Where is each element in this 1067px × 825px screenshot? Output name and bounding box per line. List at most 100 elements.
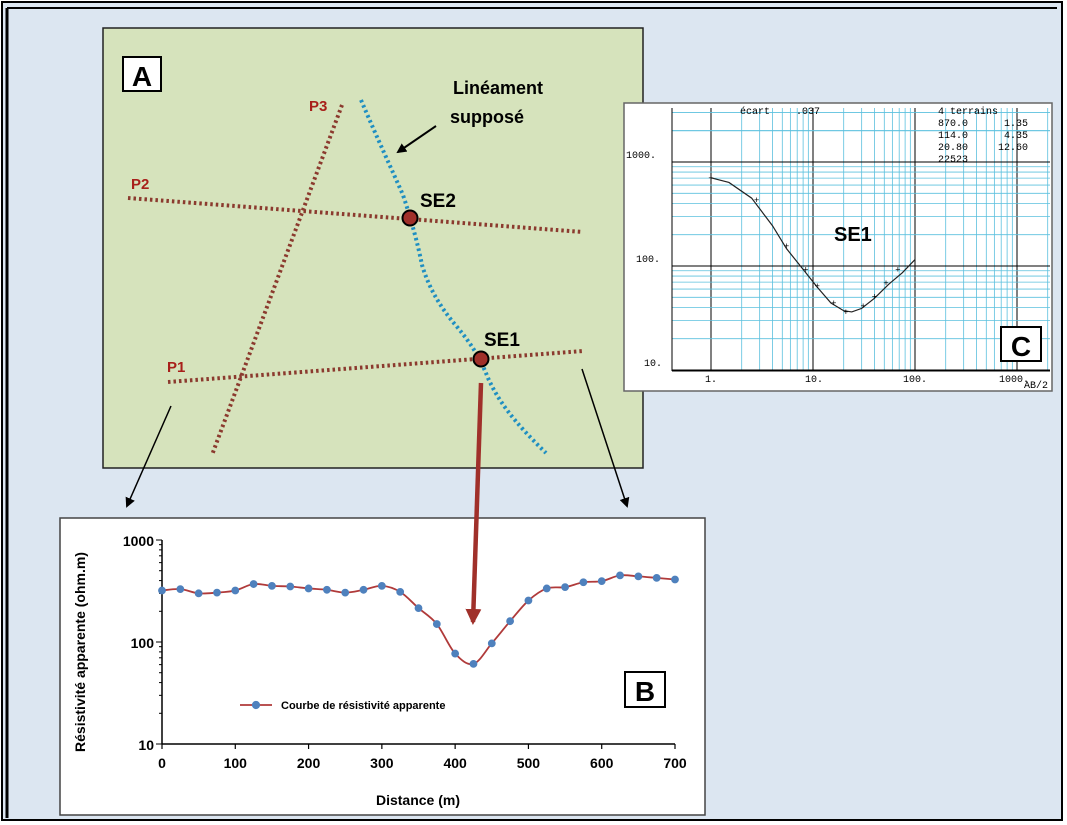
panel-b-y-tick-100: 100 [131,635,155,651]
panel-c-model-r1-thk: 1.35 [1004,119,1028,130]
panel-b-data-point [652,574,661,582]
panel-b-data-point [377,581,386,590]
panel-b-data-point [634,572,643,581]
station-se1-marker [472,350,490,368]
panel-c-measured-point: + [754,195,759,205]
panel-c-measured-point: + [883,278,888,288]
panel-b-data-point [231,586,240,595]
panel-b-ticks [156,539,676,749]
profile-label-p1: P1 [167,359,185,376]
panel-c-x-tick-100: 100. [903,375,927,386]
panel-b-data-point [451,649,460,658]
panel-a-label-box [122,56,162,92]
panel-b-x-tick-label: 200 [297,755,321,771]
panel-c-measured-point: + [872,292,877,302]
panel-b-data-point [359,585,368,594]
panel-b-legend-label: Courbe de résistivité apparente [281,700,445,712]
panel-b-x-tick-label: 0 [158,755,166,771]
arrow-p1-to-chart-right [581,368,630,508]
panel-b-x-tick-labels: 0 100 200 300 400 500 600 700 [158,755,687,771]
panel-c-label-box [1000,326,1042,362]
panel-b-label-box [624,671,666,708]
panel-b-data-point [414,604,423,612]
panel-a: A P3 P2 P1 SE2 SE1 Linéament supposé [102,27,644,469]
panel-c-measured-point: + [895,264,900,274]
panel-c-measured-point: + [843,307,848,317]
panel-c-measured-point: + [803,264,808,274]
profile-p1-line [167,349,584,384]
panel-c-measured-point: + [784,241,789,251]
panel-b-data-point [542,584,551,593]
panel-b-data-point [506,617,515,626]
panel-b: 1000 100 10 0 100 200 300 400 500 600 700 Dista… [59,517,706,816]
panel-b-legend-marker [251,700,261,710]
panel-b-x-tick-label: 500 [517,755,541,771]
lineament-label-line2: supposé [450,107,524,127]
panel-c-x-tick-1000: 1000. [999,375,1029,386]
panel-b-data-point [487,639,496,648]
profile-label-p2: P2 [131,176,149,193]
panel-b-data-points [158,571,679,668]
panel-c-grid [671,108,1050,372]
panel-c-measured-point: + [831,298,836,308]
panel-c-y-tick-100: 100. [636,255,660,266]
lineament-pointer-arrow [396,125,437,154]
profile-label-p3: P3 [309,98,327,115]
panel-a-map [102,27,644,469]
panel-c-measured-points: + + + + + + + + + + + [708,173,900,317]
panel-b-data-point [322,585,331,594]
panel-b-data-point [176,585,185,594]
panel-c-ecart-value: .037 [796,107,820,118]
panel-b-y-tick-1000: 1000 [123,533,154,549]
panel-b-data-point [194,589,203,598]
panel-c-x-axis-label: AB/2 [1024,380,1048,392]
panel-b-data-point [268,581,276,590]
panel-c-model-r3-thk: 12.60 [998,143,1028,154]
panel-b-data-point [249,580,258,588]
panel-c-measured-point: + [860,301,865,311]
panel-b-data-point [524,596,533,605]
panel-b-data-point [158,586,166,595]
panel-b-data-point [561,583,569,592]
panel-b-x-tick-label: 300 [370,755,394,771]
panel-b-x-tick-label: 100 [224,755,248,771]
lineament-line [359,99,548,455]
panel-c-model-r1-res: 870.0 [938,119,968,130]
profile-p3-line [210,104,344,456]
panel-c-frame [623,102,1053,392]
panel-b-x-tick-label: 400 [443,755,467,771]
panel-c-model-title: 4 terrains [938,106,998,118]
panel-b-x-tick-label: 700 [663,755,687,771]
panel-b-data-point [396,587,405,596]
panel-b-data-point [304,584,313,593]
panel-c-sounding-curve [710,177,916,313]
panel-b-data-point [469,659,478,668]
panel-b-data-point [286,582,295,591]
panel-b-x-tick-label: 600 [590,755,614,771]
panel-b-y-axis-title: Résistivité apparente (ohm.m) [72,552,88,752]
panel-c-x-tick-10: 10. [805,375,823,386]
panel-c-measured-point: + [708,173,713,183]
station-label-se2: SE2 [420,191,456,212]
lineament-label-line1: Linéament [453,78,543,98]
panel-c-y-tick-10: 10. [644,359,662,370]
panel-a-label: A [132,61,152,92]
panel-b-data-point [579,578,588,587]
arrow-p1-to-chart-left [125,405,172,508]
panel-b-label: B [635,676,655,707]
panel-b-data-point [213,588,221,597]
profile-p2-line [127,196,584,234]
arrow-se1-to-minimum [465,382,484,625]
panel-c-ecart-label: écart [740,106,770,118]
panel-c-curve-label: SE1 [834,224,872,246]
panel-c-model-r3-res: 20.80 [938,143,968,154]
station-label-se1: SE1 [484,330,520,351]
panel-c-model-r2-thk: 4.35 [1004,131,1028,142]
panel-b-frame [59,517,706,816]
panel-c: +++++++++++ écart .037 4 terrains 870.0 … [623,102,1053,392]
panel-c-measured-point: + [815,281,820,291]
panel-b-y-tick-10: 10 [138,737,154,753]
panel-b-data-point [432,620,441,628]
panel-b-data-point [616,571,624,580]
